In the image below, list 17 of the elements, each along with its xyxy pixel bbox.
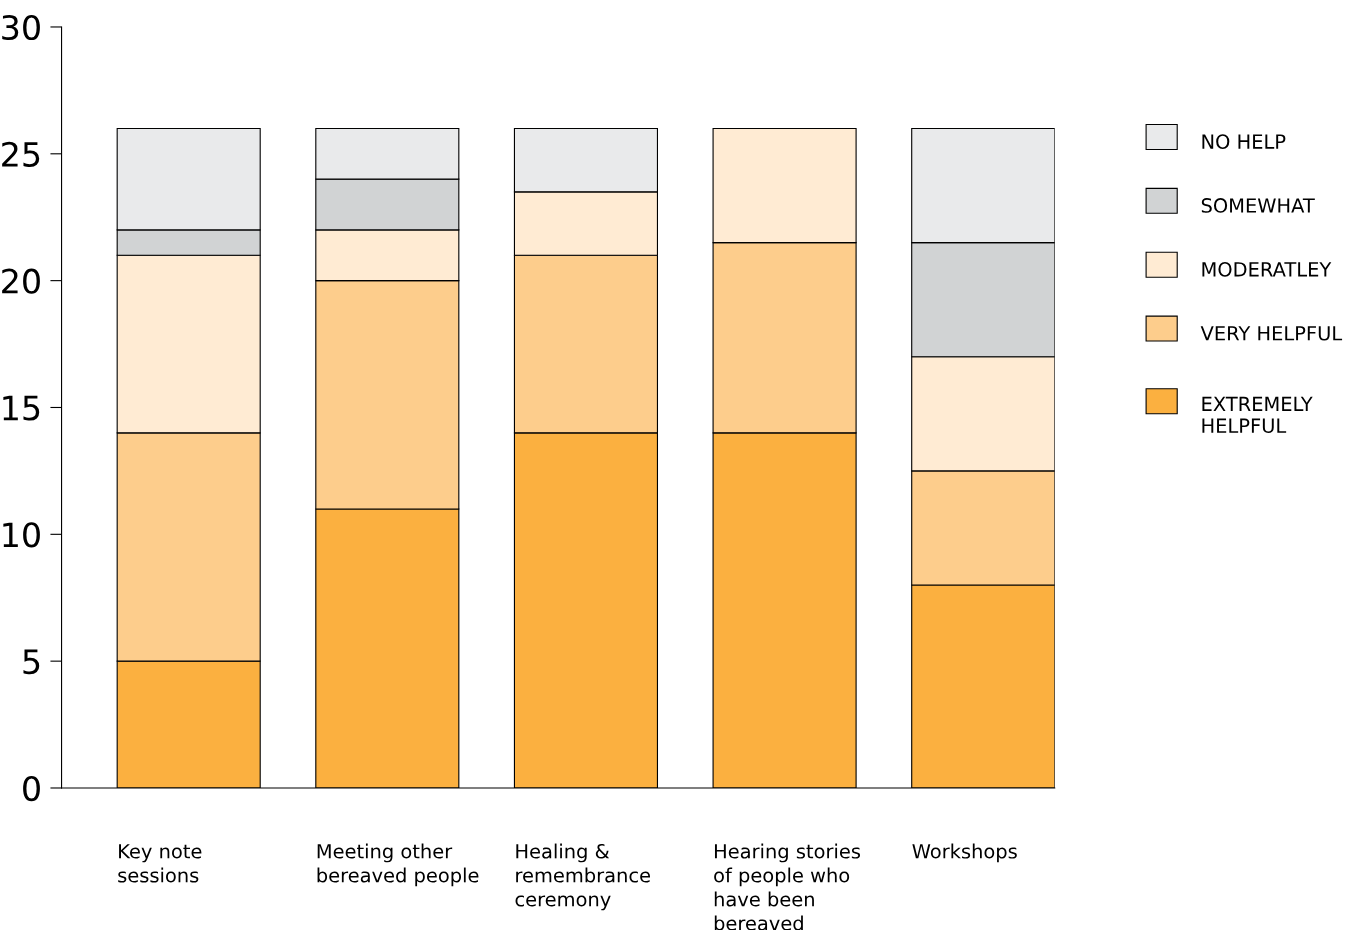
- y-tick-label: 5: [23, 649, 40, 675]
- legend-label: VERY HELPFUL: [1200, 326, 1343, 341]
- y-tick-label: 30: [2, 14, 40, 41]
- legend-label: MODERATLEY: [1202, 262, 1332, 277]
- y-tick-label: 20: [2, 268, 40, 294]
- x-tick-label: Hearing stories of people who have been bereaved: [714, 843, 861, 930]
- y-tick-label: 10: [3, 522, 40, 548]
- x-tick-label: Healing & remembrance ceremony: [515, 843, 650, 911]
- y-tick-label: 0: [23, 775, 40, 802]
- y-tick-label: 25: [2, 141, 40, 167]
- legend-label: NO HELP: [1202, 134, 1286, 149]
- x-tick-label: Meeting other bereaved people: [317, 843, 479, 887]
- legend-label: EXTREMELY HELPFUL: [1202, 396, 1313, 434]
- x-tick-label: Workshops: [912, 843, 1017, 863]
- y-tick-label: 15: [3, 395, 40, 421]
- legend-label: SOMEWHAT: [1201, 198, 1315, 213]
- x-tick-label: Key note sessions: [118, 844, 202, 883]
